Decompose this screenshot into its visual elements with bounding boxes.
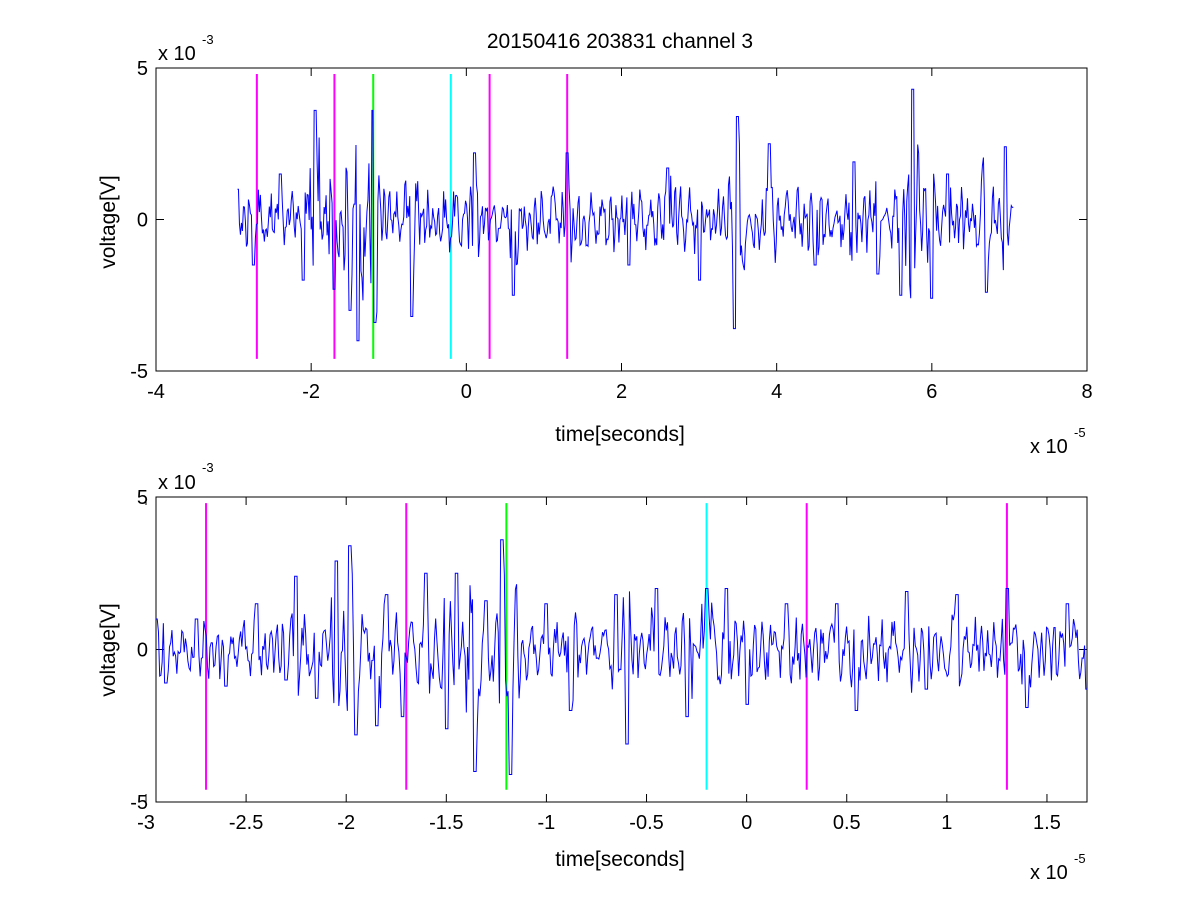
top-plot-xtick-label: 2 <box>616 381 627 403</box>
top-plot-xtick-label: 0 <box>461 381 472 403</box>
bottom-plot-xtick-label: -3 <box>137 812 155 834</box>
top-plot-xtick-label: 4 <box>771 381 782 403</box>
top-plot-xtick-label: 8 <box>1081 381 1092 403</box>
bottom-plot: -3 -2.5 -2 -1.5 -1 -0.5 0 0.5 1 1.5 -5 0 5 time[seco… <box>97 460 1088 884</box>
bottom-plot-ytick-label: 0 <box>137 640 148 662</box>
top-plot-xtick-label: -2 <box>302 381 320 403</box>
bottom-plot-markers <box>205 503 1008 790</box>
bottom-plot-ylabel: voltage[V] <box>97 603 120 696</box>
top-plot-markers <box>255 74 569 359</box>
bottom-plot-signal-line <box>156 539 1087 776</box>
bottom-plot-signal <box>156 539 1087 776</box>
top-plot-ytick-label: 5 <box>137 58 148 80</box>
bottom-plot-xtick-label: -2 <box>337 812 355 834</box>
top-plot-x-multiplier: x 10 <box>1030 436 1068 458</box>
bottom-plot-ytick-label: -5 <box>130 792 148 814</box>
top-plot: -4 -2 0 2 4 6 8 -5 0 5 time[seconds] voltage[V] x… <box>97 32 1093 458</box>
bottom-plot-y-multiplier: x 10 <box>158 472 196 494</box>
top-plot-xlabel: time[seconds] <box>555 423 685 446</box>
top-plot-y-multiplier: x 10 <box>158 43 196 65</box>
bottom-plot-xtick-label: 1 <box>941 812 952 834</box>
top-plot-y-multiplier-exponent: -3 <box>202 32 214 47</box>
bottom-plot-x-multiplier: x 10 <box>1030 862 1068 884</box>
bottom-plot-xtick-label: -2.5 <box>229 812 263 834</box>
top-plot-xtick-label: -4 <box>147 381 165 403</box>
top-plot-x-multiplier-exponent: -5 <box>1074 425 1086 440</box>
bottom-plot-xtick-label: -1 <box>538 812 556 834</box>
bottom-plot-ytick-label: 5 <box>137 487 148 509</box>
bottom-plot-xtick-label: 0.5 <box>833 812 861 834</box>
top-plot-ticks: -4 -2 0 2 4 6 8 -5 0 5 <box>130 58 1092 403</box>
top-plot-ytick-label: -5 <box>130 361 148 383</box>
bottom-plot-x-multiplier-exponent: -5 <box>1074 851 1086 866</box>
bottom-plot-xtick-label: -1.5 <box>429 812 463 834</box>
top-plot-xtick-label: 6 <box>926 381 937 403</box>
bottom-plot-ticks: -3 -2.5 -2 -1.5 -1 -0.5 0 0.5 1 1.5 -5 0 5 <box>130 487 1087 834</box>
top-plot-ylabel: voltage[V] <box>97 175 120 268</box>
chart-title: 20150416 203831 channel 3 <box>487 30 753 53</box>
top-plot-signal <box>237 88 1014 342</box>
bottom-plot-xtick-label: -0.5 <box>629 812 663 834</box>
top-plot-ytick-label: 0 <box>137 210 148 232</box>
top-plot-signal-line <box>237 88 1014 342</box>
bottom-plot-xtick-label: 0 <box>741 812 752 834</box>
bottom-plot-xtick-label: 1.5 <box>1033 812 1061 834</box>
bottom-plot-xlabel: time[seconds] <box>555 848 685 871</box>
bottom-plot-y-multiplier-exponent: -3 <box>202 460 214 475</box>
